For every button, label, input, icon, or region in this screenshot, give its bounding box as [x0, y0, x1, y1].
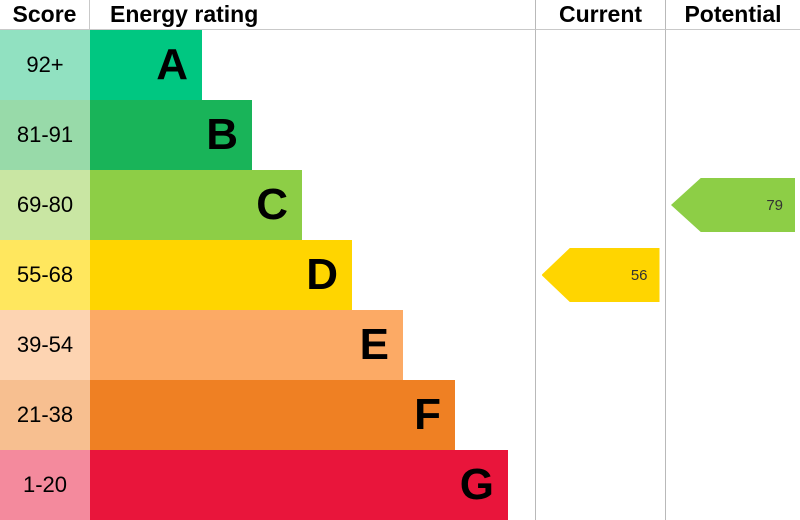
- potential-cell-f: [665, 380, 800, 450]
- band-letter-c: C: [256, 180, 288, 229]
- band-bar-g: G: [90, 450, 508, 520]
- band-row-d: 55-68 D 56: [0, 240, 800, 310]
- band-bar-a: A: [90, 30, 202, 100]
- potential-cell-e: [665, 310, 800, 380]
- band-bar-e: E: [90, 310, 403, 380]
- potential-rating-value: 79: [766, 196, 783, 214]
- score-range-g: 1-20: [0, 450, 90, 520]
- band-letter-g: G: [459, 460, 494, 509]
- band-row-f: 21-38 F: [0, 380, 800, 450]
- score-column-header: Score: [0, 0, 90, 30]
- current-rating-arrow: 56: [541, 248, 660, 302]
- current-cell-a: [535, 30, 665, 100]
- band-letter-b: B: [206, 110, 238, 159]
- score-range-d: 55-68: [0, 240, 90, 310]
- current-rating-value: 56: [630, 266, 648, 284]
- score-range-f: 21-38: [0, 380, 90, 450]
- band-row-g: 1-20 G: [0, 450, 800, 520]
- score-range-e: 39-54: [0, 310, 90, 380]
- band-letter-a: A: [156, 40, 188, 89]
- current-cell-g: [535, 450, 665, 520]
- score-range-a: 92+: [0, 30, 90, 100]
- potential-cell-d: [665, 240, 800, 310]
- potential-cell-b: [665, 100, 800, 170]
- band-bar-f: F: [90, 380, 455, 450]
- current-cell-b: [535, 100, 665, 170]
- potential-cell-g: [665, 450, 800, 520]
- energy-rating-column-header: Energy rating: [90, 0, 535, 30]
- current-cell-c: [535, 170, 665, 240]
- band-letter-e: E: [359, 320, 389, 369]
- current-cell-e: [535, 310, 665, 380]
- band-row-e: 39-54 E: [0, 310, 800, 380]
- band-row-c: 69-80 C 79: [0, 170, 800, 240]
- potential-cell-c: 79: [665, 170, 800, 240]
- potential-rating-arrow: 79: [671, 178, 795, 232]
- band-row-a: 92+ A: [0, 30, 800, 100]
- header-row: Score Energy rating Current Potential: [0, 0, 800, 30]
- band-bar-b: B: [90, 100, 252, 170]
- score-range-b: 81-91: [0, 100, 90, 170]
- band-letter-f: F: [414, 390, 441, 439]
- band-letter-d: D: [306, 250, 338, 299]
- band-bar-c: C: [90, 170, 302, 240]
- band-row-b: 81-91 B: [0, 100, 800, 170]
- current-cell-d: 56: [535, 240, 665, 310]
- current-cell-f: [535, 380, 665, 450]
- potential-cell-a: [665, 30, 800, 100]
- score-range-c: 69-80: [0, 170, 90, 240]
- current-column-header: Current: [535, 0, 665, 30]
- band-bar-d: D: [90, 240, 352, 310]
- potential-column-header: Potential: [665, 0, 800, 30]
